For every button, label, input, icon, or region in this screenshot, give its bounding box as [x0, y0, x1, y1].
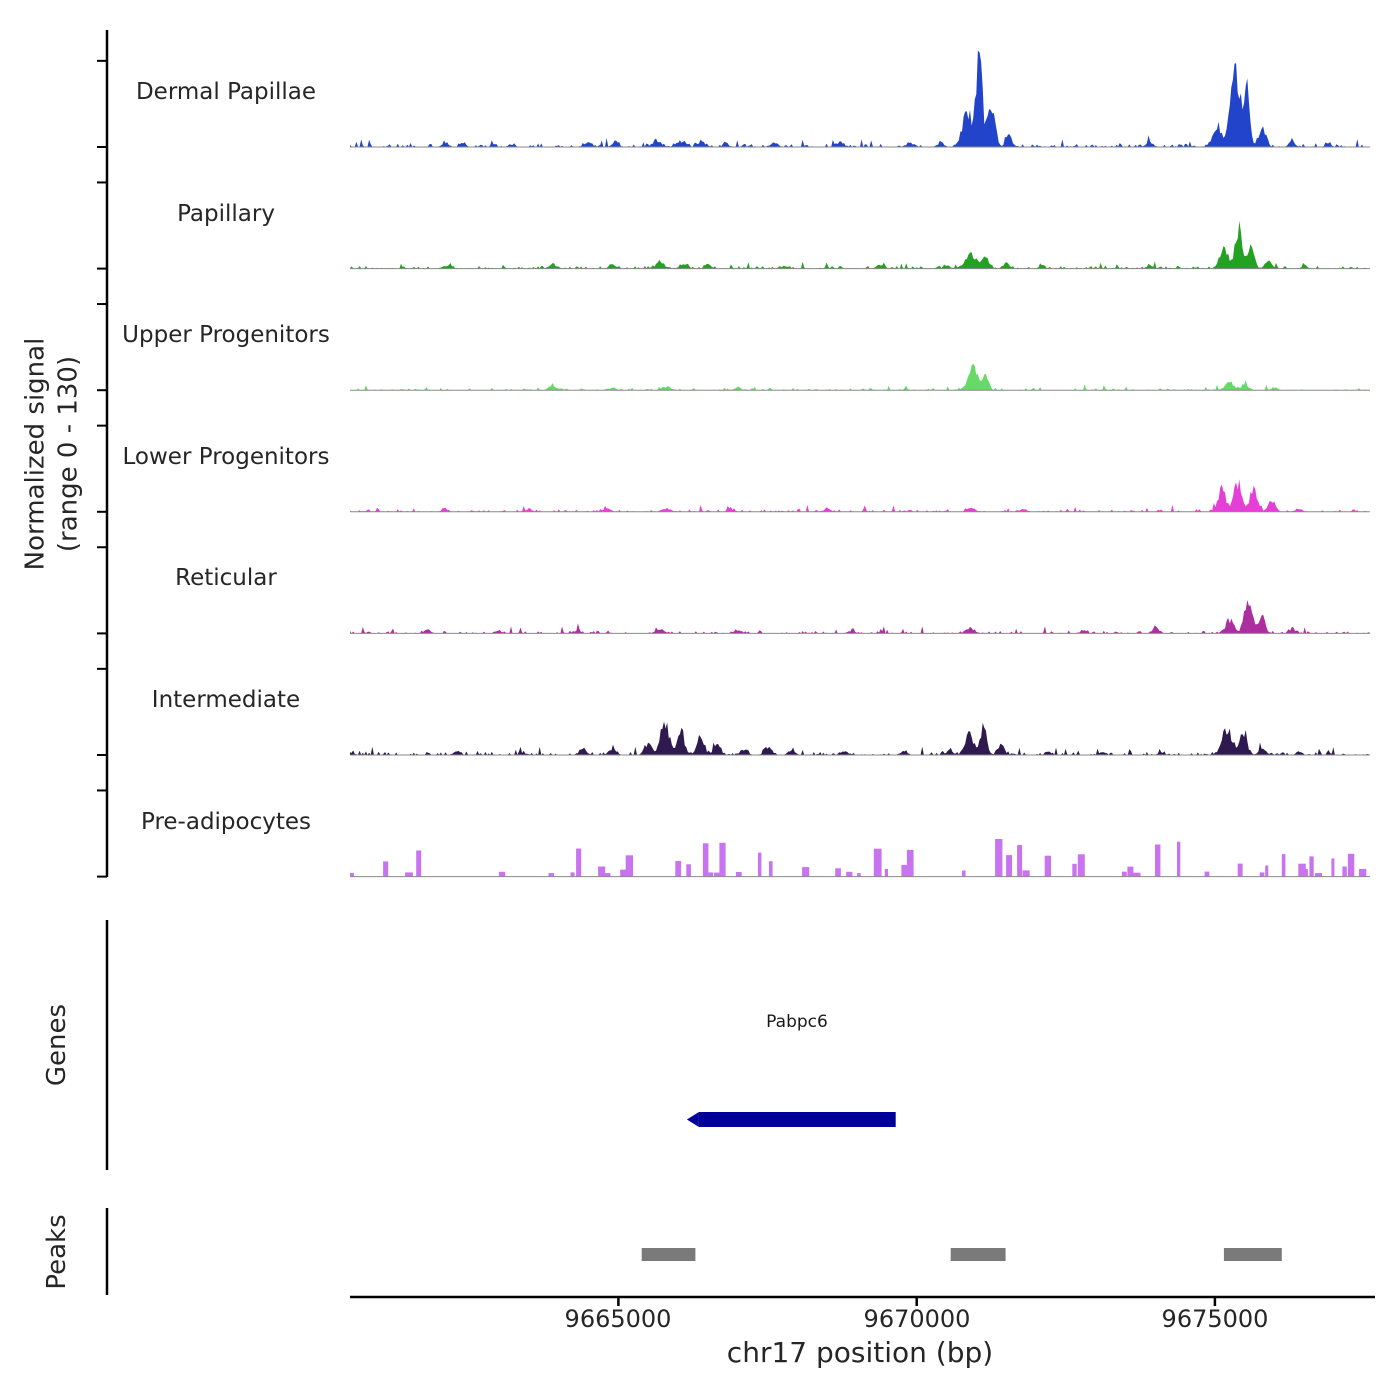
track-label-upper-progenitors: Upper Progenitors: [122, 322, 330, 348]
signal-bar-pre-adipocytes: [383, 861, 389, 877]
signal-bar-pre-adipocytes: [1309, 856, 1314, 877]
signal-bar-pre-adipocytes: [1265, 865, 1269, 877]
signal-bar-pre-adipocytes: [995, 839, 1003, 877]
signal-bar-pre-adipocytes: [570, 872, 575, 877]
gene-strand-arrow-pabpc6: [686, 1112, 699, 1127]
signal-area-papillary: [350, 220, 1370, 269]
signal-bar-pre-adipocytes: [1259, 872, 1265, 877]
signal-bar-pre-adipocytes: [873, 848, 882, 877]
signal-bar-pre-adipocytes: [1177, 841, 1181, 877]
signal-bar-pre-adipocytes: [884, 868, 888, 877]
signal-bar-pre-adipocytes: [1204, 871, 1210, 877]
signal-bar-pre-adipocytes: [1237, 863, 1243, 877]
signal-bar-pre-adipocytes: [1044, 855, 1051, 877]
signal-bar-pre-adipocytes: [1155, 844, 1161, 877]
peak-region-3: [1223, 1248, 1282, 1261]
signal-bar-pre-adipocytes: [625, 855, 633, 877]
signal-bar-pre-adipocytes: [350, 872, 354, 877]
signal-bar-pre-adipocytes: [1331, 858, 1335, 877]
signal-bar-pre-adipocytes: [846, 871, 853, 877]
signal-bar-pre-adipocytes: [1072, 863, 1077, 877]
signal-bar-pre-adipocytes: [719, 842, 726, 877]
track-label-papillary: Papillary: [177, 201, 275, 227]
x-tick-label-1: 9670000: [863, 1305, 971, 1333]
signal-bar-pre-adipocytes: [769, 861, 773, 877]
signal-bar-pre-adipocytes: [1132, 872, 1141, 877]
signal-bar-pre-adipocytes: [548, 873, 554, 877]
signal-bar-pre-adipocytes: [1347, 853, 1355, 877]
signal-bar-pre-adipocytes: [1298, 863, 1306, 877]
signal-bar-pre-adipocytes: [708, 872, 713, 877]
peak-region-1: [641, 1248, 696, 1261]
track-label-pre-adipocytes: Pre-adipocytes: [140, 809, 312, 835]
signal-bar-pre-adipocytes: [576, 848, 582, 877]
signal-bar-pre-adipocytes: [802, 867, 810, 877]
signal-bar-pre-adipocytes: [901, 864, 910, 877]
track-label-lower-progenitors: Lower Progenitors: [122, 444, 330, 470]
gene-body-pabpc6: [698, 1112, 896, 1127]
signal-bar-pre-adipocytes: [1127, 866, 1134, 877]
signal-bar-pre-adipocytes: [1121, 871, 1127, 877]
signal-bar-pre-adipocytes: [1017, 845, 1023, 877]
signal-bar-pre-adipocytes: [758, 852, 762, 877]
signal-bar-pre-adipocytes: [1359, 869, 1367, 877]
signal-bar-pre-adipocytes: [1342, 866, 1347, 877]
signal-bar-pre-adipocytes: [416, 850, 422, 877]
track-label-reticular: Reticular: [175, 565, 277, 591]
signal-bar-pre-adipocytes: [735, 872, 742, 877]
track-label-dermal-papillae: Dermal Papillae: [135, 79, 317, 105]
signal-area-lower-progenitors: [350, 479, 1370, 512]
signal-area-upper-progenitors: [350, 363, 1370, 391]
signal-bar-pre-adipocytes: [857, 873, 861, 877]
signal-bar-pre-adipocytes: [1303, 869, 1308, 877]
signal-area-intermediate: [350, 721, 1370, 755]
signal-bar-pre-adipocytes: [1314, 873, 1322, 877]
signal-bar-pre-adipocytes: [962, 870, 966, 877]
peaks-section-label: Peaks: [41, 1214, 72, 1290]
signal-bar-pre-adipocytes: [1022, 870, 1030, 877]
signal-bar-pre-adipocytes: [1006, 855, 1012, 877]
genes-section-label: Genes: [41, 1003, 72, 1087]
gene-name-label: Pabpc6: [766, 1012, 828, 1032]
signal-bar-pre-adipocytes: [498, 871, 506, 877]
signal-bar-pre-adipocytes: [1077, 854, 1085, 877]
x-tick-label-0: 9665000: [564, 1305, 672, 1333]
track-label-intermediate: Intermediate: [151, 687, 301, 713]
signal-bar-pre-adipocytes: [835, 868, 841, 877]
signal-bar-pre-adipocytes: [620, 869, 627, 877]
x-tick-label-2: 9675000: [1161, 1305, 1269, 1333]
signal-bar-pre-adipocytes: [702, 843, 709, 877]
signal-bar-pre-adipocytes: [598, 866, 606, 877]
signal-bar-pre-adipocytes: [713, 872, 720, 877]
signal-bar-pre-adipocytes: [1281, 854, 1286, 877]
signal-area-reticular: [350, 600, 1370, 634]
signal-bar-pre-adipocytes: [906, 849, 914, 877]
signal-area-dermal-papillae: [350, 50, 1370, 147]
signal-bar-pre-adipocytes: [686, 864, 691, 877]
peak-region-2: [950, 1248, 1006, 1261]
x-axis-label: chr17 position (bp): [726, 1336, 994, 1369]
signal-bar-pre-adipocytes: [675, 861, 682, 877]
signal-bar-pre-adipocytes: [405, 872, 413, 877]
signal-bar-pre-adipocytes: [603, 873, 611, 877]
